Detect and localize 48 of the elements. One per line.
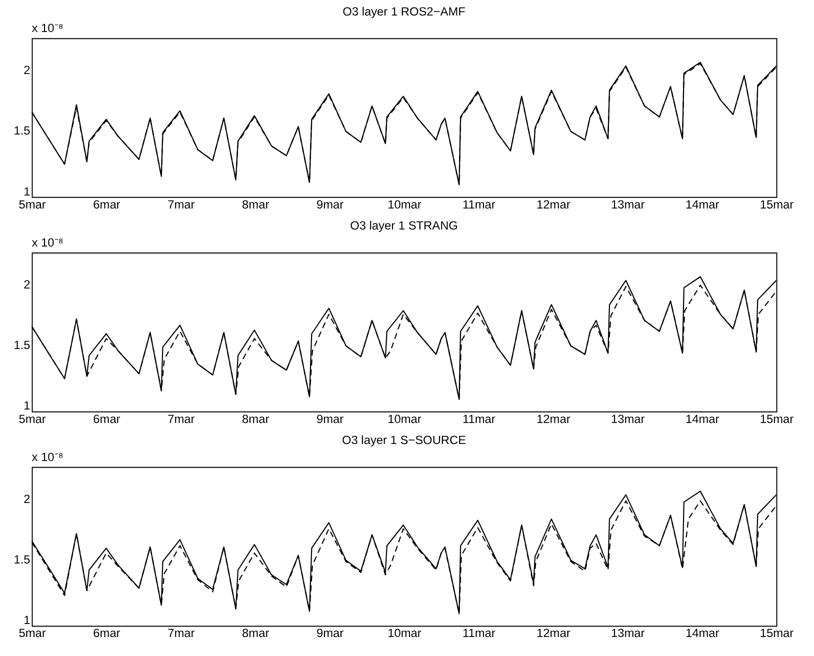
x-tick-label: 15mar <box>760 412 794 426</box>
y-tick-label: 2 <box>24 63 31 78</box>
y-tick-label: 2 <box>24 278 31 292</box>
x-tick-label: 7mar <box>168 197 195 212</box>
chart-title: O3 layer 1 ROS2−AMF <box>342 4 466 18</box>
x-tick-label: 13mar <box>610 626 645 640</box>
y-tick-label: 1.5 <box>14 338 31 352</box>
x-tick-label: 10mar <box>388 197 422 212</box>
y-tick-label: 1 <box>24 613 31 628</box>
x-tick-label: 9mar <box>316 626 344 640</box>
x-tick-label: 12mar <box>536 626 570 640</box>
x-tick-label: 13mar <box>610 412 645 426</box>
y-tick-label: 1 <box>24 184 31 198</box>
y-tick-label: 2 <box>24 492 31 506</box>
x-tick-label: 7mar <box>168 626 195 640</box>
y-tick-label: 1 <box>24 398 31 413</box>
x-tick-label: 11mar <box>462 626 496 640</box>
chart-title: O3 layer 1 STRANG <box>350 218 458 233</box>
x-tick-label: 10mar <box>388 626 422 640</box>
x-tick-label: 13mar <box>610 197 645 212</box>
x-tick-label: 12mar <box>536 412 570 426</box>
x-tick-label: 12mar <box>536 197 570 212</box>
x-tick-label: 15mar <box>760 626 794 640</box>
x-tick-label: 8mar <box>242 197 270 212</box>
x-tick-label: 14mar <box>685 197 720 212</box>
chart-title: O3 layer 1 S−SOURCE <box>342 433 466 448</box>
x-tick-label: 9mar <box>316 412 344 426</box>
x-tick-label: 5mar <box>18 197 46 212</box>
x-tick-label: 10mar <box>388 412 422 426</box>
x-tick-label: 11mar <box>462 412 496 426</box>
x-tick-label: 14mar <box>685 412 720 426</box>
x-tick-label: 15mar <box>760 197 794 212</box>
text: x 10⁻⁸ <box>32 21 64 36</box>
x-tick-label: 14mar <box>685 626 720 640</box>
x-tick-label: 8mar <box>242 626 270 640</box>
y-tick-label: 1.5 <box>14 124 31 138</box>
x-tick-label: 7mar <box>168 412 195 426</box>
text: x 10⁻⁸ <box>32 236 64 250</box>
y-tick-label: 1.5 <box>14 552 31 567</box>
x-tick-label: 8mar <box>242 412 270 426</box>
x-tick-label: 5mar <box>18 626 46 640</box>
x-tick-label: 6mar <box>93 626 120 640</box>
x-tick-label: 9mar <box>316 197 344 212</box>
x-tick-label: 6mar <box>93 197 120 212</box>
x-tick-label: 5mar <box>18 412 46 426</box>
text: x 10⁻⁸ <box>32 450 64 464</box>
x-tick-label: 11mar <box>462 197 496 212</box>
x-tick-label: 6mar <box>93 412 120 426</box>
